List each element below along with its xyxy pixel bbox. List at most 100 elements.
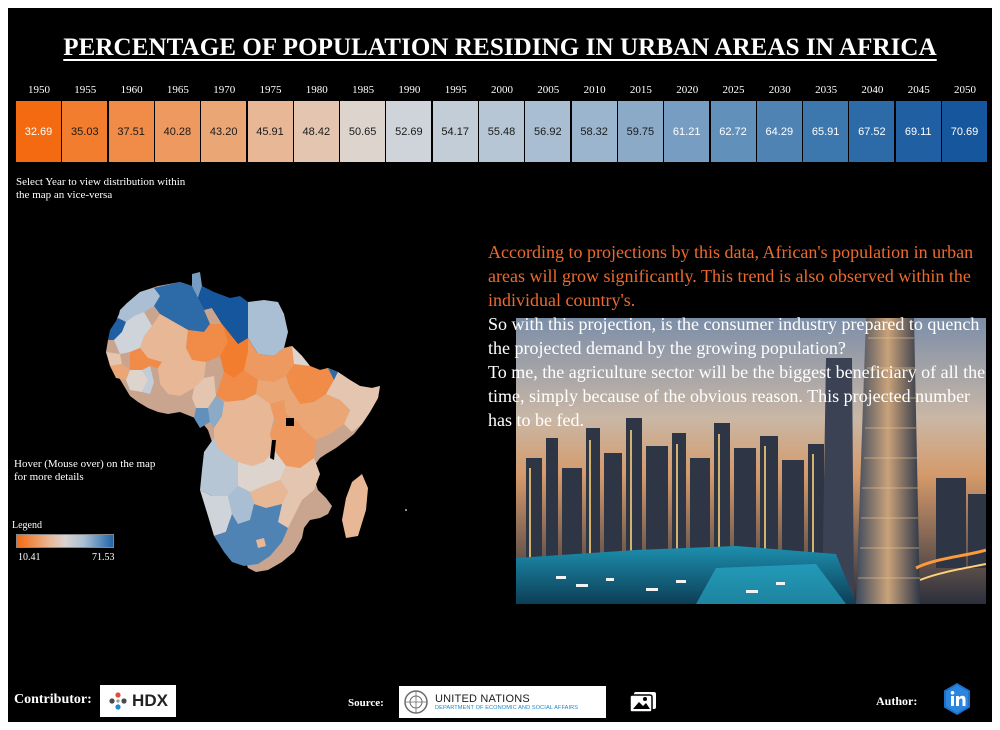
year-value-cell[interactable]: 65.91 bbox=[803, 101, 850, 162]
year-column-2025[interactable]: 2025 62.72 bbox=[710, 84, 757, 164]
map-region-car[interactable] bbox=[216, 370, 258, 402]
image-gallery-icon[interactable] bbox=[628, 690, 658, 714]
year-label[interactable]: 2035 bbox=[815, 84, 838, 96]
map-region-gabon[interactable] bbox=[194, 408, 210, 428]
year-column-2005[interactable]: 2005 56.92 bbox=[525, 84, 572, 164]
year-label[interactable]: 1970 bbox=[213, 84, 236, 96]
map-region-burkina[interactable] bbox=[130, 348, 162, 370]
year-value-cell[interactable]: 61.21 bbox=[664, 101, 711, 162]
map-region-mozambique[interactable] bbox=[278, 458, 320, 528]
year-column-1970[interactable]: 1970 43.20 bbox=[201, 84, 248, 164]
year-value-cell[interactable]: 32.69 bbox=[16, 101, 62, 162]
year-label[interactable]: 2050 bbox=[954, 84, 976, 96]
year-label[interactable]: 2010 bbox=[583, 84, 606, 96]
year-value-cell[interactable]: 58.32 bbox=[571, 101, 618, 162]
map-region-senegal[interactable] bbox=[106, 352, 122, 366]
map-region-angola[interactable] bbox=[200, 438, 238, 496]
year-label[interactable]: 1955 bbox=[74, 84, 97, 96]
year-value-cell[interactable]: 56.92 bbox=[525, 101, 572, 162]
year-value-cell[interactable]: 67.52 bbox=[849, 101, 896, 162]
year-value-cell[interactable]: 40.28 bbox=[154, 101, 201, 162]
year-label[interactable]: 1990 bbox=[398, 84, 421, 96]
year-label[interactable]: 1960 bbox=[120, 84, 143, 96]
year-value-cell[interactable]: 59.75 bbox=[617, 101, 664, 162]
year-column-1995[interactable]: 1995 54.17 bbox=[432, 84, 479, 164]
year-column-2010[interactable]: 2010 58.32 bbox=[571, 84, 618, 164]
year-value-cell[interactable]: 55.48 bbox=[479, 101, 525, 162]
year-value-cell[interactable]: 50.65 bbox=[340, 101, 387, 162]
year-column-1950[interactable]: 1950 32.69 bbox=[16, 84, 62, 164]
map-region-ghana[interactable] bbox=[142, 366, 154, 394]
year-value-cell[interactable]: 52.69 bbox=[386, 101, 433, 162]
map-region-zambia[interactable] bbox=[238, 450, 286, 492]
year-column-2000[interactable]: 2000 55.48 bbox=[479, 84, 525, 164]
map-region-south-africa[interactable] bbox=[214, 504, 288, 566]
linkedin-icon[interactable] bbox=[942, 682, 972, 716]
year-value-cell[interactable]: 37.51 bbox=[108, 101, 155, 162]
year-value-cell[interactable]: 35.03 bbox=[62, 101, 109, 162]
map-region-tanzania[interactable] bbox=[270, 414, 316, 468]
year-value-cell[interactable]: 62.72 bbox=[710, 101, 757, 162]
map-region-uganda[interactable] bbox=[270, 400, 286, 420]
year-label[interactable]: 2045 bbox=[907, 84, 930, 96]
year-value-cell[interactable]: 64.29 bbox=[756, 101, 803, 162]
year-label[interactable]: 2020 bbox=[676, 84, 699, 96]
map-region-libya[interactable] bbox=[198, 286, 248, 344]
year-label[interactable]: 1975 bbox=[259, 84, 282, 96]
year-column-2035[interactable]: 2035 65.91 bbox=[803, 84, 850, 164]
map-region-sudan[interactable] bbox=[244, 338, 294, 382]
year-column-1975[interactable]: 1975 45.91 bbox=[247, 84, 294, 164]
map-island-mauritius[interactable] bbox=[405, 509, 407, 511]
map-region-tunisia[interactable] bbox=[192, 272, 202, 298]
map-region-namibia[interactable] bbox=[200, 490, 232, 536]
map-region-algeria[interactable] bbox=[154, 282, 210, 332]
map-region-morocco[interactable] bbox=[118, 288, 160, 322]
map-region-lesotho[interactable] bbox=[256, 538, 266, 548]
year-label[interactable]: 1950 bbox=[28, 84, 50, 96]
year-value-cell[interactable]: 70.69 bbox=[942, 101, 988, 162]
year-column-2015[interactable]: 2015 59.75 bbox=[617, 84, 664, 164]
map-region-ivory-coast[interactable] bbox=[126, 370, 148, 392]
year-column-2040[interactable]: 2040 67.52 bbox=[849, 84, 896, 164]
year-column-1980[interactable]: 1980 48.42 bbox=[293, 84, 340, 164]
map-region-madagascar[interactable] bbox=[342, 474, 368, 538]
year-value-cell[interactable]: 69.11 bbox=[895, 101, 942, 162]
map-region-guinea[interactable] bbox=[110, 364, 130, 380]
map-region-drc[interactable] bbox=[214, 394, 274, 466]
map-region-eritrea[interactable] bbox=[292, 346, 310, 366]
map-region-nigeria[interactable] bbox=[158, 348, 206, 396]
year-label[interactable]: 1980 bbox=[305, 84, 328, 96]
map-region-botswana[interactable] bbox=[228, 486, 254, 524]
year-column-1960[interactable]: 1960 37.51 bbox=[108, 84, 155, 164]
year-value-cell[interactable]: 43.20 bbox=[201, 101, 248, 162]
year-label[interactable]: 2030 bbox=[768, 84, 791, 96]
year-label[interactable]: 1985 bbox=[352, 84, 375, 96]
year-column-2020[interactable]: 2020 61.21 bbox=[664, 84, 711, 164]
year-label[interactable]: 2025 bbox=[722, 84, 745, 96]
year-label[interactable]: 1995 bbox=[444, 84, 467, 96]
year-label[interactable]: 2000 bbox=[491, 84, 513, 96]
year-column-1985[interactable]: 1985 50.65 bbox=[340, 84, 387, 164]
map-region-western-sahara[interactable] bbox=[108, 318, 126, 340]
map-region-niger[interactable] bbox=[186, 324, 228, 362]
year-column-1965[interactable]: 1965 40.28 bbox=[154, 84, 201, 164]
map-region-south-sudan[interactable] bbox=[256, 376, 290, 404]
year-value-cell[interactable]: 45.91 bbox=[247, 101, 294, 162]
year-column-2045[interactable]: 2045 69.11 bbox=[895, 84, 942, 164]
year-column-1990[interactable]: 1990 52.69 bbox=[386, 84, 433, 164]
year-value-cell[interactable]: 54.17 bbox=[432, 101, 479, 162]
year-column-1955[interactable]: 1955 35.03 bbox=[62, 84, 109, 164]
year-label[interactable]: 2040 bbox=[861, 84, 884, 96]
year-value-cell[interactable]: 48.42 bbox=[293, 101, 340, 162]
africa-map[interactable] bbox=[88, 252, 408, 582]
year-label[interactable]: 1965 bbox=[166, 84, 189, 96]
year-column-2030[interactable]: 2030 64.29 bbox=[756, 84, 803, 164]
map-region-ethiopia[interactable] bbox=[286, 364, 334, 404]
map-region-cameroon[interactable] bbox=[192, 376, 216, 408]
map-region-chad[interactable] bbox=[220, 324, 248, 378]
map-region-kenya[interactable] bbox=[284, 388, 350, 440]
map-region-mauritania[interactable] bbox=[114, 312, 152, 354]
map-region-zimbabwe[interactable] bbox=[250, 480, 288, 508]
un-desa-logo[interactable]: UNITED NATIONS DEPARTMENT OF ECONOMIC AN… bbox=[399, 686, 606, 718]
year-column-2050[interactable]: 2050 70.69 bbox=[942, 84, 988, 164]
